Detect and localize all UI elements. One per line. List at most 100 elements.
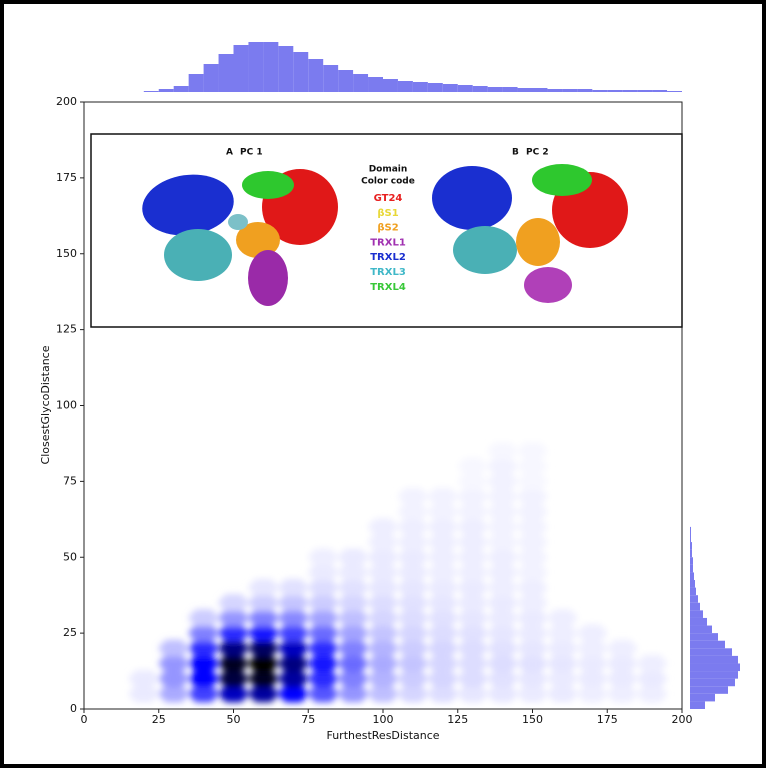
hex-cell: [397, 487, 429, 506]
hex-cell: [367, 594, 399, 612]
top-hist-bar: [308, 59, 324, 92]
hex-cell: [337, 548, 369, 566]
hex-cell: [516, 518, 549, 536]
hex-cell: [158, 670, 190, 688]
top-hist-bar: [652, 90, 668, 92]
hex-cell: [217, 609, 250, 627]
hex-cell: [217, 654, 250, 673]
hex-cell: [247, 654, 280, 673]
hex-cell: [367, 639, 399, 657]
hexbin-layer: [128, 442, 668, 703]
hex-cell: [217, 685, 250, 703]
hex-cell: [397, 594, 429, 612]
hex-cell: [486, 533, 519, 551]
top-hist-bar: [607, 90, 623, 92]
hex-cell: [546, 609, 579, 627]
x-tick-label: 75: [301, 713, 315, 726]
hex-cell: [457, 609, 489, 627]
hex-cell: [486, 487, 519, 506]
right-hist-bar: [690, 580, 695, 588]
hex-cell: [337, 624, 369, 642]
hex-cell: [427, 487, 459, 506]
protein-a: [142, 169, 338, 306]
right-hist-bar: [690, 633, 718, 641]
hex-cell: [247, 594, 280, 612]
hex-cell: [277, 670, 309, 688]
hex-cell: [397, 533, 429, 551]
hex-cell: [486, 639, 519, 657]
hex-cell: [397, 503, 429, 521]
hex-cell: [367, 654, 399, 673]
right-hist-bar: [690, 534, 691, 543]
hex-cell: [367, 624, 399, 642]
x-tick-label: 100: [373, 713, 394, 726]
hex-cell: [367, 533, 399, 551]
hex-cell: [247, 639, 280, 657]
right-hist-bar: [690, 572, 694, 581]
hex-cell: [546, 670, 579, 688]
top-hist-bar: [233, 45, 249, 92]
panel-title: PC 2: [526, 148, 549, 158]
y-tick-label: 150: [56, 247, 77, 260]
hex-cell: [337, 685, 369, 703]
hex-cell: [427, 503, 459, 521]
hex-cell: [427, 548, 459, 566]
hex-cell: [187, 685, 220, 703]
top-hist-bar: [353, 74, 369, 92]
hex-cell: [337, 639, 369, 657]
hex-cell: [457, 579, 489, 597]
hex-cell: [427, 639, 459, 657]
top-hist-bar: [502, 87, 518, 92]
hex-cell: [606, 670, 638, 688]
hex-cell: [397, 579, 429, 597]
right-hist-bar: [690, 595, 698, 603]
top-hist-bar: [622, 90, 638, 92]
hex-cell: [187, 654, 220, 673]
panel-title: PC 1: [240, 148, 263, 158]
hex-cell: [277, 654, 309, 673]
hex-cell: [187, 639, 220, 657]
hex-cell: [158, 685, 190, 703]
top-hist-bar: [457, 85, 473, 92]
hex-cell: [217, 594, 250, 612]
hex-cell: [427, 685, 459, 703]
hex-cell: [486, 518, 519, 536]
hex-cell: [576, 685, 608, 703]
hex-cell: [457, 639, 489, 657]
legend-item: TRXL1: [370, 237, 406, 248]
hex-cell: [516, 442, 549, 460]
right-hist-bar: [690, 526, 691, 535]
hex-cell: [397, 685, 429, 703]
hex-cell: [397, 548, 429, 566]
hex-cell: [516, 624, 549, 642]
hex-cell: [516, 579, 549, 597]
hex-cell: [397, 654, 429, 673]
legend-item: GT24: [374, 193, 403, 204]
hex-cell: [546, 685, 579, 703]
panel-letter: B: [512, 148, 519, 158]
x-tick-label: 150: [522, 713, 543, 726]
hex-cell: [277, 609, 309, 627]
hex-cell: [516, 594, 549, 612]
y-tick-label: 0: [70, 702, 77, 715]
hex-cell: [546, 654, 579, 673]
hex-cell: [486, 548, 519, 566]
hex-cell: [516, 639, 549, 657]
top-hist-bar: [472, 86, 488, 92]
top-hist-bar: [293, 52, 309, 92]
hex-cell: [307, 579, 339, 597]
right-hist-bar: [690, 678, 735, 687]
hex-cell: [427, 579, 459, 597]
x-axis-label: FurthestResDistance: [326, 729, 439, 742]
hex-cell: [516, 609, 549, 627]
y-tick-label: 100: [56, 399, 77, 412]
hex-cell: [217, 670, 250, 688]
hex-cell: [516, 472, 549, 490]
hex-cell: [397, 609, 429, 627]
hex-cell: [606, 639, 638, 657]
hex-cell: [397, 670, 429, 688]
hex-cell: [307, 639, 339, 657]
hex-cell: [397, 518, 429, 536]
hex-cell: [486, 563, 519, 582]
